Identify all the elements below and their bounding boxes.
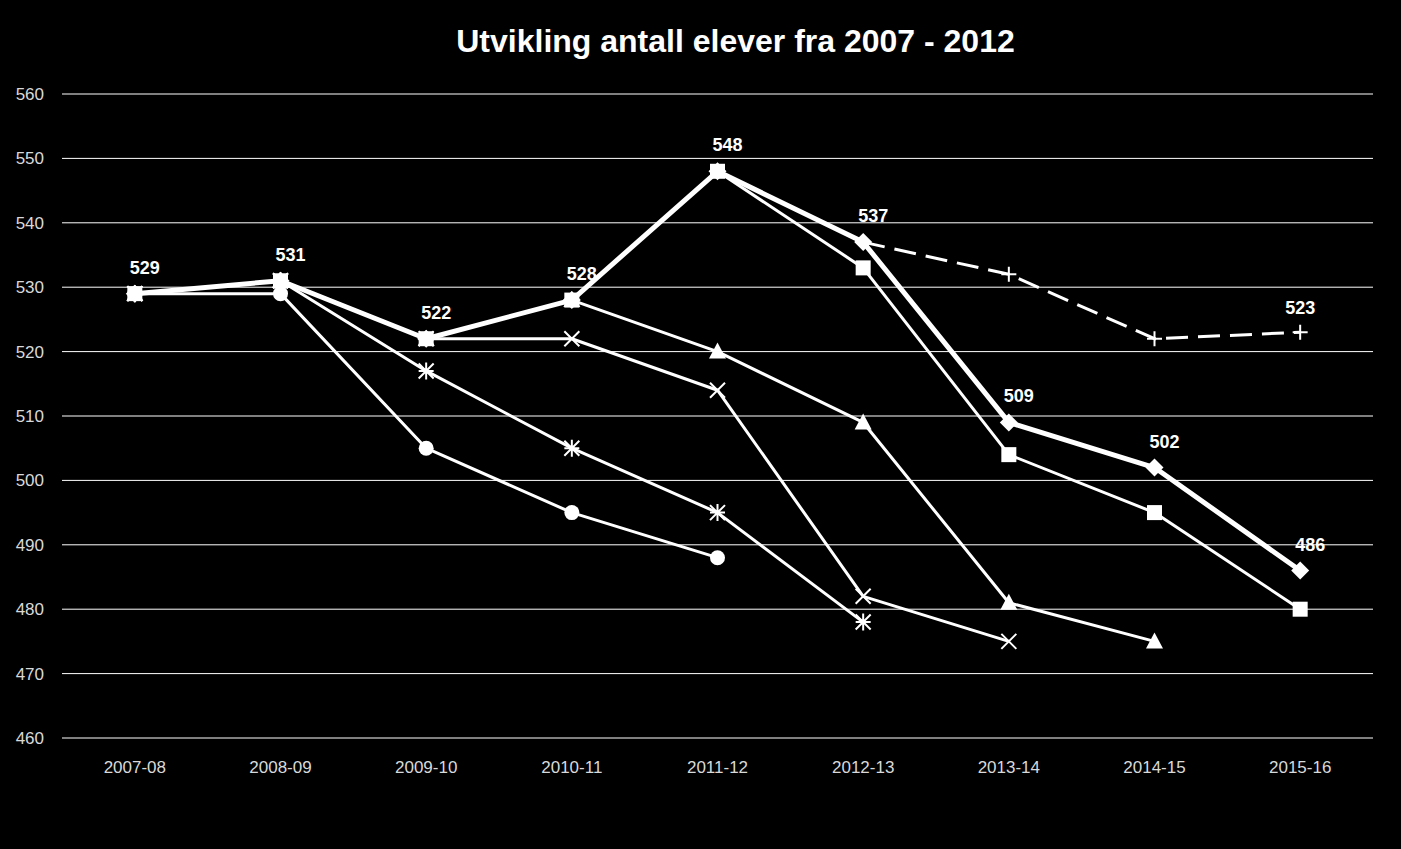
marker-x xyxy=(1001,634,1016,649)
marker-square xyxy=(1147,505,1162,520)
series-line xyxy=(135,281,863,622)
marker-circle xyxy=(564,505,579,520)
y-tick-label: 470 xyxy=(16,665,44,684)
x-tick-label: 2011-12 xyxy=(687,758,748,777)
x-tick-label: 2007-08 xyxy=(104,758,166,777)
series-line xyxy=(135,294,718,558)
x-tick-label: 2015-16 xyxy=(1269,758,1331,777)
x-tick-label: 2014-15 xyxy=(1123,758,1185,777)
data-label: 522 xyxy=(421,303,451,323)
x-tick-label: 2010-11 xyxy=(541,758,602,777)
marker-asterisk xyxy=(856,614,871,631)
marker-triangle xyxy=(855,413,872,429)
data-label: 509 xyxy=(1004,386,1034,406)
marker-circle xyxy=(419,441,434,456)
x-tick-label: 2013-14 xyxy=(978,758,1040,777)
series-line xyxy=(135,171,1300,609)
marker-plus xyxy=(1001,267,1016,282)
y-tick-label: 480 xyxy=(16,600,44,619)
series-line xyxy=(135,171,1300,570)
grid-line xyxy=(62,544,1373,545)
series-line xyxy=(135,281,1009,642)
data-label: 548 xyxy=(712,135,742,155)
y-tick-label: 510 xyxy=(16,407,44,426)
y-tick-label: 500 xyxy=(16,471,44,490)
marker-square xyxy=(1001,447,1016,462)
marker-triangle xyxy=(1146,632,1163,648)
y-tick-label: 460 xyxy=(16,729,44,748)
marker-diamond xyxy=(1291,562,1309,580)
grid-line xyxy=(62,738,1373,739)
marker-square xyxy=(856,260,871,275)
data-label: 531 xyxy=(275,245,305,265)
grid-line xyxy=(62,158,1373,159)
marker-asterisk xyxy=(710,504,725,521)
marker-diamond xyxy=(272,272,290,290)
data-label: 537 xyxy=(858,206,888,226)
marker-triangle xyxy=(1000,594,1017,610)
x-tick-label: 2009-10 xyxy=(395,758,457,777)
marker-asterisk xyxy=(419,362,434,379)
marker-x xyxy=(710,383,725,398)
plot-area xyxy=(126,162,1309,649)
marker-diamond xyxy=(126,285,144,303)
data-label: 528 xyxy=(567,264,597,284)
y-tick-label: 550 xyxy=(16,149,44,168)
y-tick-label: 530 xyxy=(16,278,44,297)
marker-x xyxy=(856,589,871,604)
marker-square xyxy=(1293,602,1308,617)
marker-diamond xyxy=(417,330,435,348)
chart: Utvikling antall elever fra 2007 - 2012 4… xyxy=(0,0,1401,849)
grid-line xyxy=(62,94,1373,95)
data-label: 523 xyxy=(1285,298,1315,318)
x-tick-label: 2008-09 xyxy=(249,758,311,777)
grid-line xyxy=(62,222,1373,223)
marker-diamond xyxy=(709,162,727,180)
grid-line xyxy=(62,416,1373,417)
data-label: 529 xyxy=(130,258,160,278)
grid-line xyxy=(62,609,1373,610)
data-label: 502 xyxy=(1149,432,1179,452)
marker-asterisk xyxy=(564,440,579,457)
marker-diamond xyxy=(1000,413,1018,431)
marker-diamond xyxy=(1146,459,1164,477)
y-tick-label: 540 xyxy=(16,214,44,233)
marker-circle xyxy=(710,550,725,565)
marker-triangle xyxy=(709,343,726,359)
marker-diamond xyxy=(854,233,872,251)
data-label: 486 xyxy=(1295,535,1325,555)
background xyxy=(0,0,1401,849)
marker-diamond xyxy=(563,291,581,309)
x-tick-label: 2012-13 xyxy=(832,758,894,777)
grid-line xyxy=(62,673,1373,674)
y-tick-label: 490 xyxy=(16,536,44,555)
marker-plus xyxy=(1293,325,1308,340)
marker-plus xyxy=(1147,331,1162,346)
y-tick-label: 560 xyxy=(16,85,44,104)
title: Utvikling antall elever fra 2007 - 2012 xyxy=(456,23,1015,59)
marker-x xyxy=(564,331,579,346)
grid-line xyxy=(62,287,1373,288)
series-line xyxy=(135,281,1155,642)
y-tick-label: 520 xyxy=(16,343,44,362)
